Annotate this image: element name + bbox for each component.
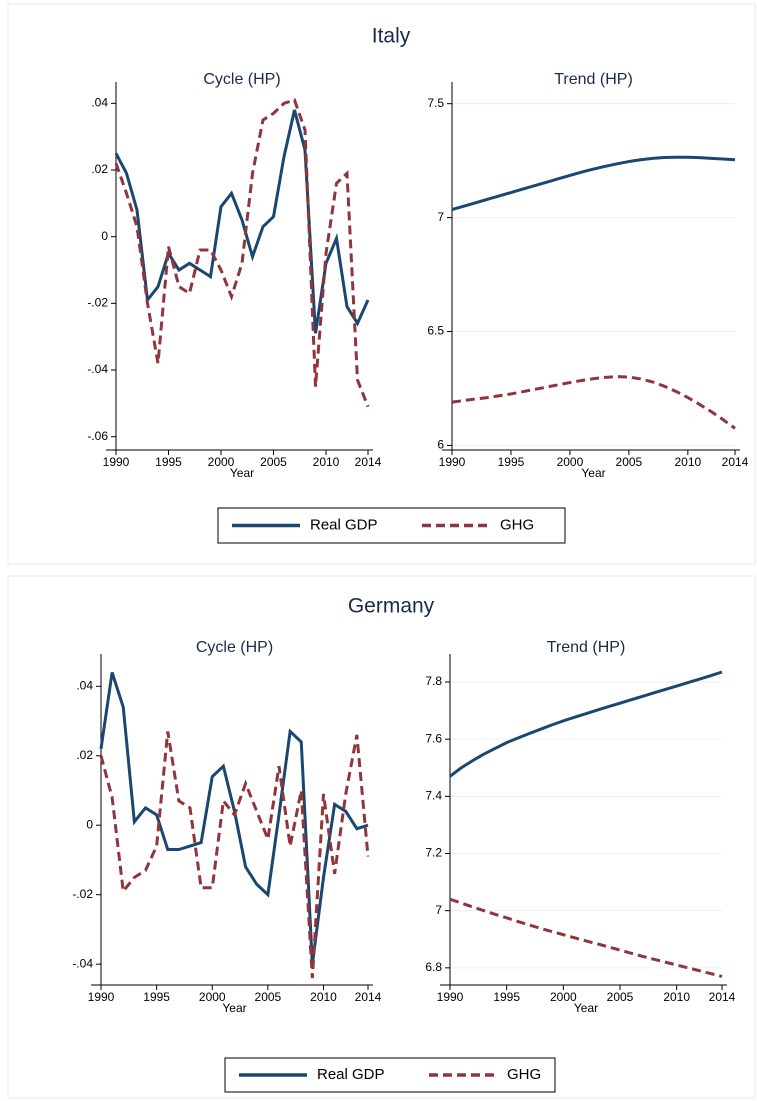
x-tick-label: 1995	[498, 455, 525, 469]
y-tick-label: .02	[76, 748, 93, 762]
x-tick-label: 2005	[255, 990, 282, 1004]
x-tick-label: 2000	[199, 990, 226, 1004]
figure-title: Italy	[372, 25, 411, 48]
y-tick-label: -.02	[72, 887, 93, 901]
y-tick-label: 6.5	[427, 324, 444, 338]
x-tick-label: 2014	[709, 990, 736, 1004]
y-tick-label: .02	[91, 162, 108, 176]
y-tick-label: 6	[437, 438, 444, 452]
chart-title: Cycle (HP)	[196, 639, 273, 656]
y-tick-label: .04	[76, 678, 93, 692]
x-tick-label: 2005	[607, 990, 634, 1004]
y-tick-label: 0	[86, 817, 93, 831]
y-tick-label: -.04	[72, 956, 93, 970]
x-axis-label: Year	[230, 466, 254, 480]
legend-label: Real GDP	[317, 1066, 385, 1083]
x-tick-label: 2000	[208, 455, 235, 469]
y-tick-label: 7.6	[425, 731, 442, 745]
y-tick-label: 7	[435, 903, 442, 917]
y-tick-label: -.04	[87, 362, 108, 376]
x-axis-label: Year	[222, 1001, 246, 1015]
y-tick-label: -.06	[87, 429, 108, 443]
x-tick-label: 1990	[437, 990, 464, 1004]
y-tick-label: 7.5	[427, 96, 444, 110]
chart-title: Trend (HP)	[554, 71, 633, 88]
x-axis-label: Year	[574, 1001, 598, 1015]
x-axis-label: Year	[581, 466, 605, 480]
x-tick-label: 1995	[143, 990, 170, 1004]
x-tick-label: 2014	[355, 455, 382, 469]
x-tick-label: 2000	[550, 990, 577, 1004]
x-tick-label: 2010	[310, 990, 337, 1004]
x-tick-label: 2010	[674, 455, 701, 469]
x-tick-label: 2014	[355, 990, 382, 1004]
series-line	[449, 897, 723, 978]
x-tick-label: 1995	[155, 455, 182, 469]
legend-label: GHG	[507, 1066, 541, 1083]
y-tick-label: 7	[437, 210, 444, 224]
chart-title: Trend (HP)	[547, 639, 626, 656]
series-line	[449, 670, 723, 778]
series-line	[451, 155, 736, 212]
y-tick-label: 7.4	[425, 789, 442, 803]
x-tick-label: 1990	[439, 455, 466, 469]
legend-label: GHG	[500, 516, 534, 533]
x-tick-label: 1990	[88, 990, 115, 1004]
y-tick-label: .04	[91, 96, 108, 110]
x-tick-label: 2005	[260, 455, 287, 469]
y-tick-label: 6.8	[425, 960, 442, 974]
figure-frame	[7, 3, 756, 565]
x-tick-label: 1995	[493, 990, 520, 1004]
x-tick-label: 1990	[103, 455, 130, 469]
series-line	[99, 731, 370, 979]
figure-title: Germany	[348, 595, 435, 618]
y-tick-label: 0	[101, 229, 108, 243]
x-tick-label: 2005	[616, 455, 643, 469]
x-tick-label: 2014	[722, 455, 749, 469]
y-tick-label: -.02	[87, 296, 108, 310]
x-tick-label: 2010	[663, 990, 690, 1004]
y-tick-label: 7.8	[425, 674, 442, 688]
series-line	[451, 375, 736, 430]
chart-title: Cycle (HP)	[203, 71, 280, 88]
series-line	[114, 98, 370, 408]
x-tick-label: 2010	[313, 455, 340, 469]
y-tick-label: 7.2	[425, 846, 442, 860]
x-tick-label: 2000	[557, 455, 584, 469]
legend-label: Real GDP	[310, 516, 378, 533]
figure-frame	[7, 575, 756, 1099]
